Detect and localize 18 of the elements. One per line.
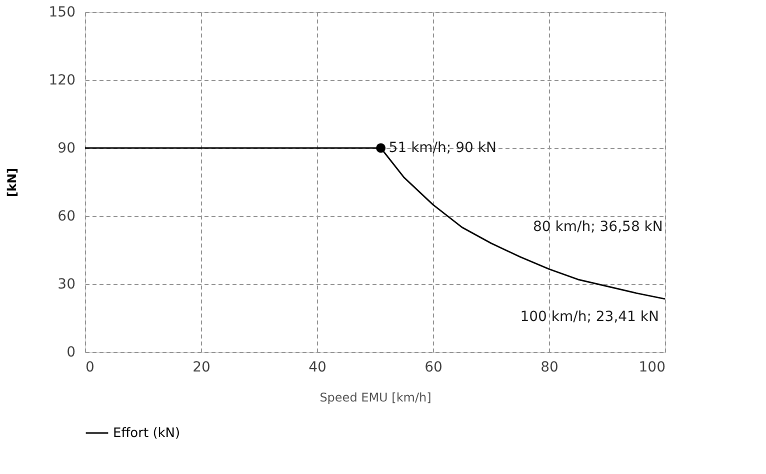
- y-tick-label: 0: [66, 344, 76, 360]
- x-tick-label: 100: [638, 360, 666, 376]
- y-tick-label: 30: [58, 276, 76, 292]
- x-tick-label: 60: [424, 360, 442, 376]
- annotation: 100 km/h; 23,41 kN: [520, 308, 659, 325]
- annotation: 80 km/h; 36,58 kN: [533, 219, 663, 236]
- x-tick-label: 0: [86, 360, 94, 376]
- legend-label: Effort (kN): [113, 426, 180, 441]
- y-tick-label: 60: [58, 208, 76, 224]
- x-axis-title: Speed EMU [km/h]: [320, 390, 432, 404]
- y-axis-title: [kN]: [4, 168, 19, 197]
- x-tick-label: 20: [192, 360, 210, 376]
- y-tick-label: 90: [58, 140, 76, 156]
- y-tick-label: 120: [48, 72, 76, 88]
- y-tick-label: 150: [48, 4, 76, 20]
- annotation: 51 km/h; 90 kN: [388, 140, 496, 156]
- x-tick-label: 80: [540, 360, 558, 376]
- x-tick-label: 40: [308, 360, 326, 376]
